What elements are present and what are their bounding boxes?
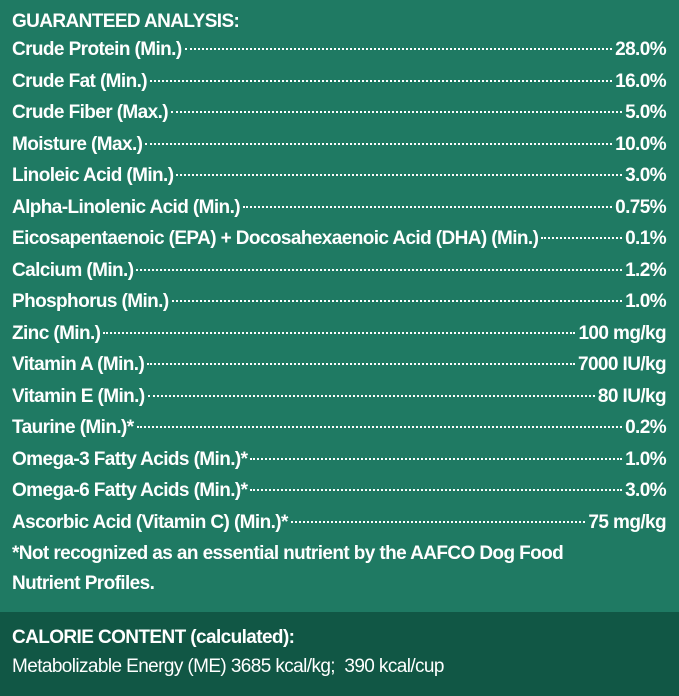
leader: [150, 79, 613, 82]
leader: [145, 142, 613, 145]
nutrient-value: 28.0%: [615, 39, 666, 60]
leader: [184, 48, 613, 50]
analysis-row: Eicosapentaenoic (EPA) + Docosahexaenoic…: [12, 227, 667, 251]
analysis-row: Phosphorus (Min.) 1.0%: [12, 290, 667, 314]
nutrient-value: 80 IU/kg: [597, 385, 667, 407]
calorie-text: Metabolizable Energy (ME) 3685 kcal/kg; …: [12, 656, 444, 677]
nutrient-value: 1.2%: [625, 259, 667, 281]
leader: [136, 426, 623, 428]
nutrient-value: 100 mg/kg: [578, 322, 666, 344]
analysis-row: Alpha-Linolenic Acid (Min.) 0.75%: [12, 196, 667, 220]
nutrient-value: 0.2%: [625, 417, 667, 438]
leader: [541, 237, 623, 239]
analysis-row: Crude Fat (Min.) 16.0%: [12, 70, 667, 94]
leader: [103, 331, 576, 334]
nutrient-name: Crude Fat (Min.): [12, 70, 148, 92]
nutrient-value: 1.0%: [625, 448, 667, 470]
analysis-row: Vitamin A (Min.) 7000 IU/kg: [12, 353, 667, 377]
nutrient-value: 10.0%: [615, 133, 666, 155]
nutrient-value: 0.75%: [615, 196, 666, 218]
leader: [147, 363, 575, 365]
nutrient-name: Moisture (Max.): [12, 133, 143, 155]
nutrient-name: Zinc (Min.): [12, 322, 101, 344]
nutrient-name: Eicosapentaenoic (EPA) + Docosahexaenoic…: [12, 228, 539, 249]
nutrient-value: 3.0%: [625, 480, 667, 501]
nutrient-name: Vitamin E (Min.): [12, 385, 145, 407]
analysis-row: Taurine (Min.)* 0.2%: [12, 416, 667, 440]
footnote: Nutrient Profiles.: [12, 573, 155, 594]
analysis-row: Moisture (Max.) 10.0%: [12, 133, 667, 157]
analysis-row: Linoleic Acid (Min.) 3.0%: [12, 164, 667, 188]
analysis-row: Crude Protein (Min.) 28.0%: [12, 38, 667, 62]
nutrient-value: 0.1%: [625, 228, 667, 249]
nutrient-name: Crude Fiber (Max.): [12, 102, 169, 123]
leader: [250, 457, 623, 460]
analysis-row: Vitamin E (Min.) 80 IU/kg: [12, 385, 667, 409]
analysis-row: Zinc (Min.) 100 mg/kg: [12, 322, 667, 346]
nutrient-value: 1.0%: [625, 291, 667, 312]
nutrient-name: Phosphorus (Min.): [12, 291, 169, 312]
analysis-row: Ascorbic Acid (Vitamin C) (Min.)* 75 mg/k…: [12, 511, 667, 535]
nutrient-name: Omega-6 Fatty Acids (Min.)*: [12, 480, 248, 501]
nutrient-value: 3.0%: [625, 165, 667, 186]
nutrient-name: Alpha-Linolenic Acid (Min.): [12, 196, 241, 218]
analysis-panel: GUARANTEED ANALYSIS: Crude Protein (Min.…: [0, 0, 679, 612]
nutrient-name: Taurine (Min.)*: [12, 417, 134, 438]
nutrient-value: 16.0%: [615, 70, 666, 92]
analysis-row: Crude Fiber (Max.) 5.0%: [12, 101, 667, 125]
nutrient-name: Vitamin A (Min.): [12, 354, 145, 375]
calorie-title: CALORIE CONTENT (calculated):: [12, 627, 295, 648]
leader: [176, 174, 623, 176]
nutrient-name: Omega-3 Fatty Acids (Min.)*: [12, 448, 248, 470]
footnote: *Not recognized as an essential nutrient…: [12, 543, 564, 564]
leader: [171, 111, 623, 113]
nutrient-name: Crude Protein (Min.): [12, 39, 182, 60]
analysis-row: Omega-6 Fatty Acids (Min.)* 3.0%: [12, 479, 667, 503]
nutrient-name: Calcium (Min.): [12, 259, 134, 281]
nutrient-value: 75 mg/kg: [588, 511, 666, 533]
leader: [250, 489, 623, 491]
analysis-row: Calcium (Min.) 1.2%: [12, 259, 667, 283]
calorie-panel: CALORIE CONTENT (calculated): Metaboliza…: [0, 612, 679, 696]
leader: [171, 300, 623, 302]
nutrient-name: Linoleic Acid (Min.): [12, 165, 174, 186]
leader: [290, 520, 586, 523]
leader: [136, 268, 623, 271]
nutrient-value: 5.0%: [625, 102, 667, 123]
leader: [147, 394, 595, 397]
nutrient-value: 7000 IU/kg: [578, 354, 667, 375]
title: GUARANTEED ANALYSIS:: [12, 11, 240, 32]
analysis-row: Omega-3 Fatty Acids (Min.)* 1.0%: [12, 448, 667, 472]
leader: [242, 205, 613, 208]
nutrient-name: Ascorbic Acid (Vitamin C) (Min.)*: [12, 511, 288, 533]
